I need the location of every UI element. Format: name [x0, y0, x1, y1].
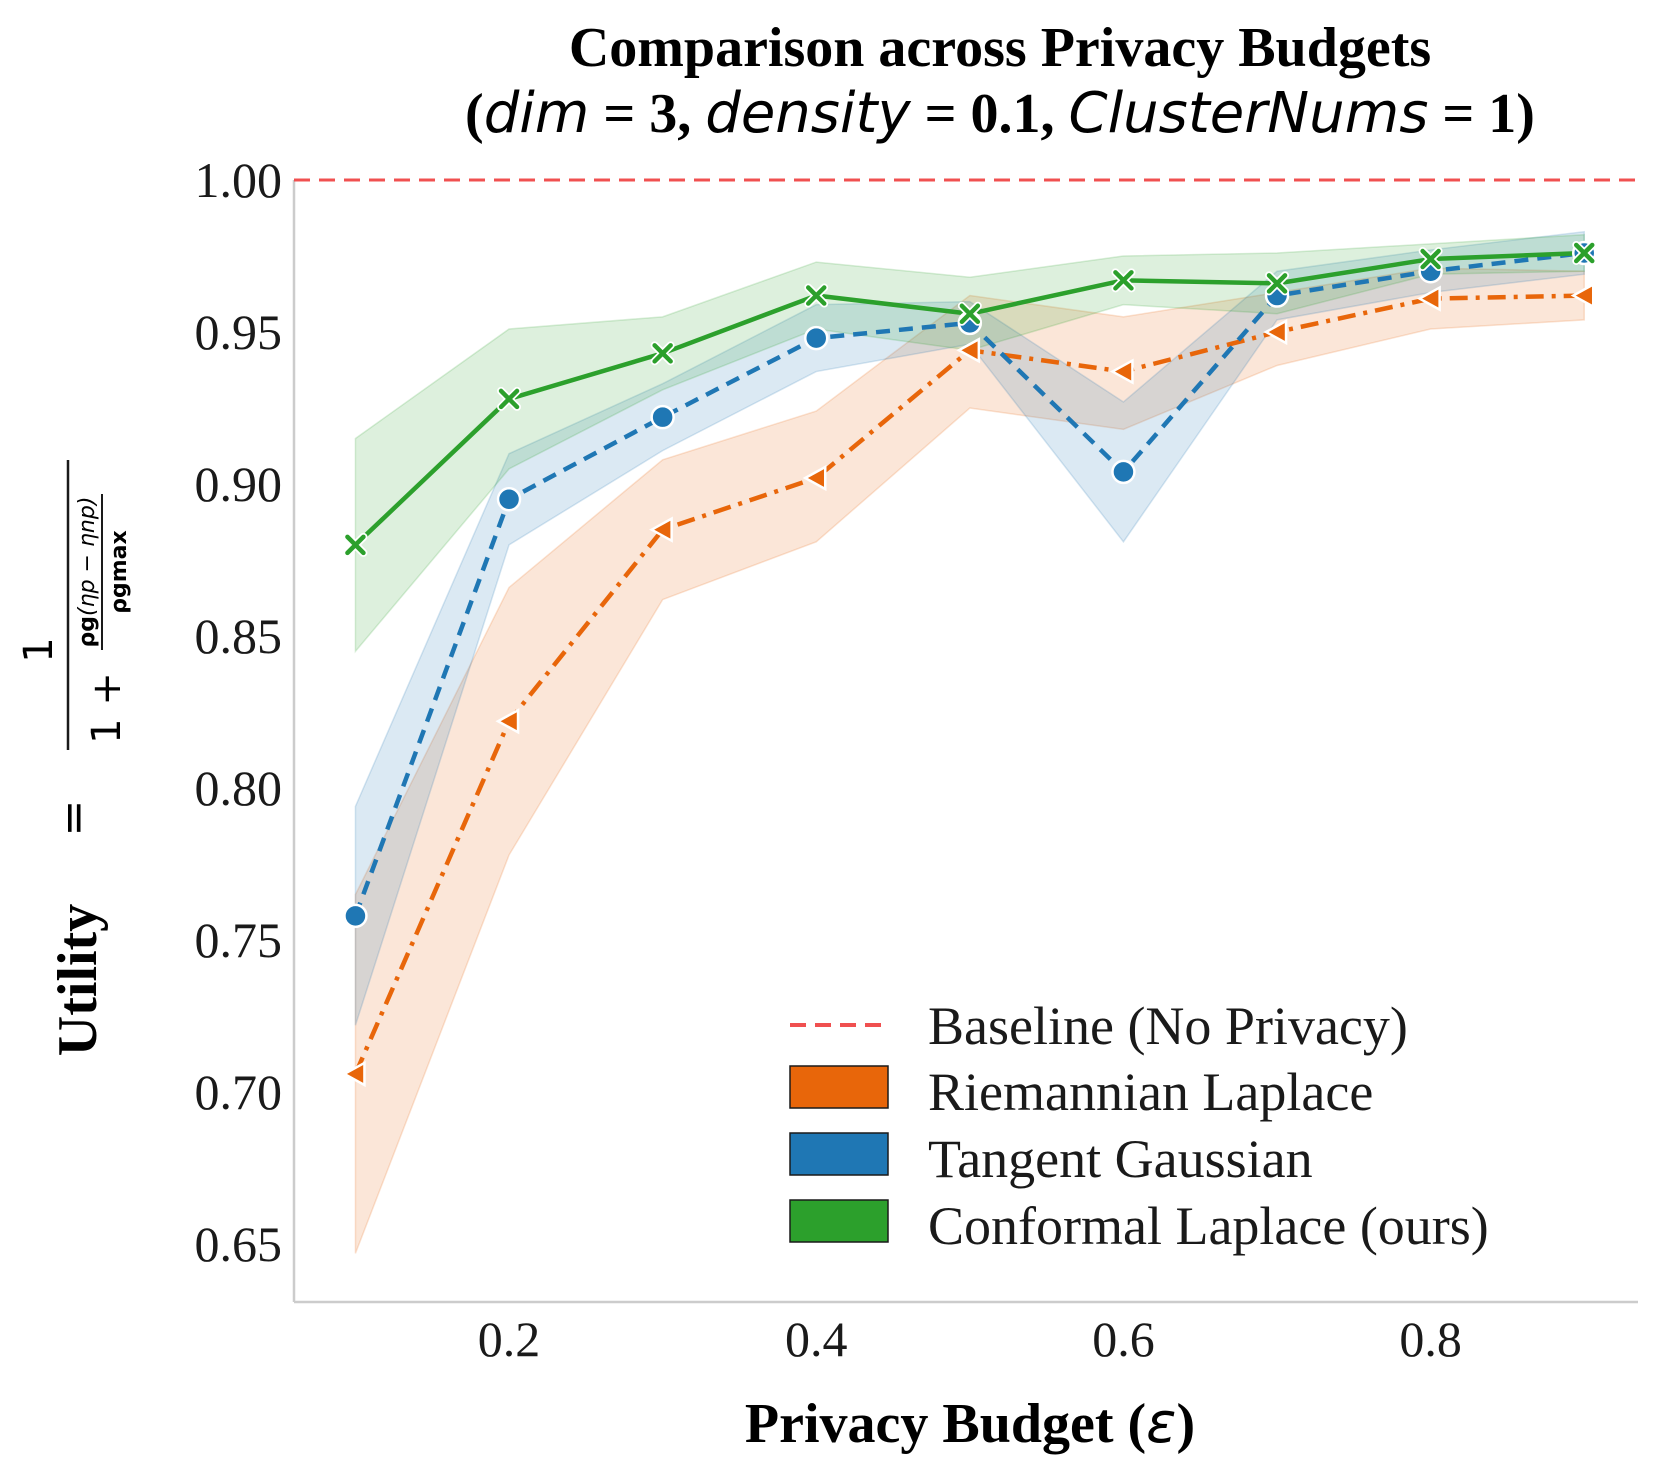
marker-2-6	[1265, 271, 1290, 296]
confidence-bands	[354, 230, 1585, 1254]
marker-0-1	[495, 708, 520, 735]
marker-2-2	[650, 341, 675, 366]
marker-0-0	[341, 1060, 366, 1088]
y-tick-label: 0.75	[195, 912, 283, 968]
x-tick-label: 0.2	[478, 1311, 541, 1367]
y-tick-label: 0.90	[195, 456, 283, 512]
marker-0-2	[649, 516, 673, 543]
legend-riemannian-label: Riemannian Laplace	[928, 1062, 1373, 1122]
marker-1-0	[343, 903, 368, 929]
y-axis-label-equals: =	[48, 800, 99, 837]
band-2	[354, 233, 1585, 654]
y-tick-labels: 0.65 0.70 0.75 0.80 0.85 0.90 0.95 1.00	[195, 152, 283, 1272]
series-markers	[341, 240, 1597, 1088]
y-axis-label-numerator: 1	[16, 637, 62, 662]
chart-title-line2: (dim = 3, density = 0.1, ClusterNums = 1…	[465, 81, 1535, 146]
y-tick-label: 0.65	[195, 1216, 283, 1272]
marker-0-3	[802, 464, 827, 492]
legend-conformal-label: Conformal Laplace (ours)	[928, 1196, 1489, 1256]
marker-2-4	[957, 301, 982, 326]
marker-2-0	[343, 532, 368, 557]
y-tick-label: 1.00	[195, 152, 283, 208]
marker-2-8	[1572, 240, 1597, 265]
marker-0-7	[1417, 285, 1441, 312]
marker-1-1	[496, 487, 522, 512]
marker-1-2	[650, 404, 675, 430]
legend-tangent-swatch	[789, 1132, 889, 1176]
marker-2-7	[1418, 247, 1443, 272]
x-tick-labels: 0.2 0.4 0.6 0.8	[478, 1311, 1462, 1367]
marker-0-6	[1263, 318, 1288, 346]
marker-0-4	[956, 337, 981, 364]
marker-2-3	[804, 283, 829, 308]
y-tick-label: 0.70	[195, 1064, 283, 1120]
marker-2-1	[497, 386, 522, 411]
band-1	[354, 230, 1585, 1026]
y-axis-label-word: Utility	[47, 904, 109, 1056]
y-tick-label: 0.95	[195, 304, 283, 360]
x-axis-label: Privacy Budget (ε)	[745, 1391, 1195, 1456]
y-axis-label-inner-denominator: ρgmax	[107, 530, 132, 613]
legend-baseline-label: Baseline (No Privacy)	[928, 996, 1408, 1056]
y-tick-label: 0.85	[195, 608, 283, 664]
marker-0-8	[1570, 282, 1595, 309]
marker-2-5	[1111, 268, 1136, 293]
y-axis-label: Utility = 1 1 + ρg(ηp − ηnp) ρgmax	[16, 460, 132, 1056]
y-axis-label-inner-numerator: ρg(ηp − ηnp)	[75, 497, 100, 648]
x-tick-label: 0.8	[1399, 1311, 1462, 1367]
y-axis-label-one-plus: 1 +	[84, 672, 130, 744]
marker-1-3	[803, 325, 829, 351]
chart-title-line1: Comparison across Privacy Budgets	[569, 17, 1431, 79]
band-0	[354, 267, 1585, 1254]
marker-1-5	[1111, 459, 1136, 485]
x-tick-label: 0.6	[1092, 1311, 1155, 1367]
legend-tangent-label: Tangent Gaussian	[928, 1129, 1313, 1189]
x-tick-label: 0.4	[785, 1311, 848, 1367]
legend: Baseline (No Privacy) Riemannian Laplace…	[789, 996, 1489, 1256]
y-tick-label: 0.80	[195, 760, 283, 816]
legend-conformal-swatch	[789, 1199, 889, 1243]
marker-0-5	[1109, 358, 1134, 385]
legend-riemannian-swatch	[789, 1065, 889, 1109]
